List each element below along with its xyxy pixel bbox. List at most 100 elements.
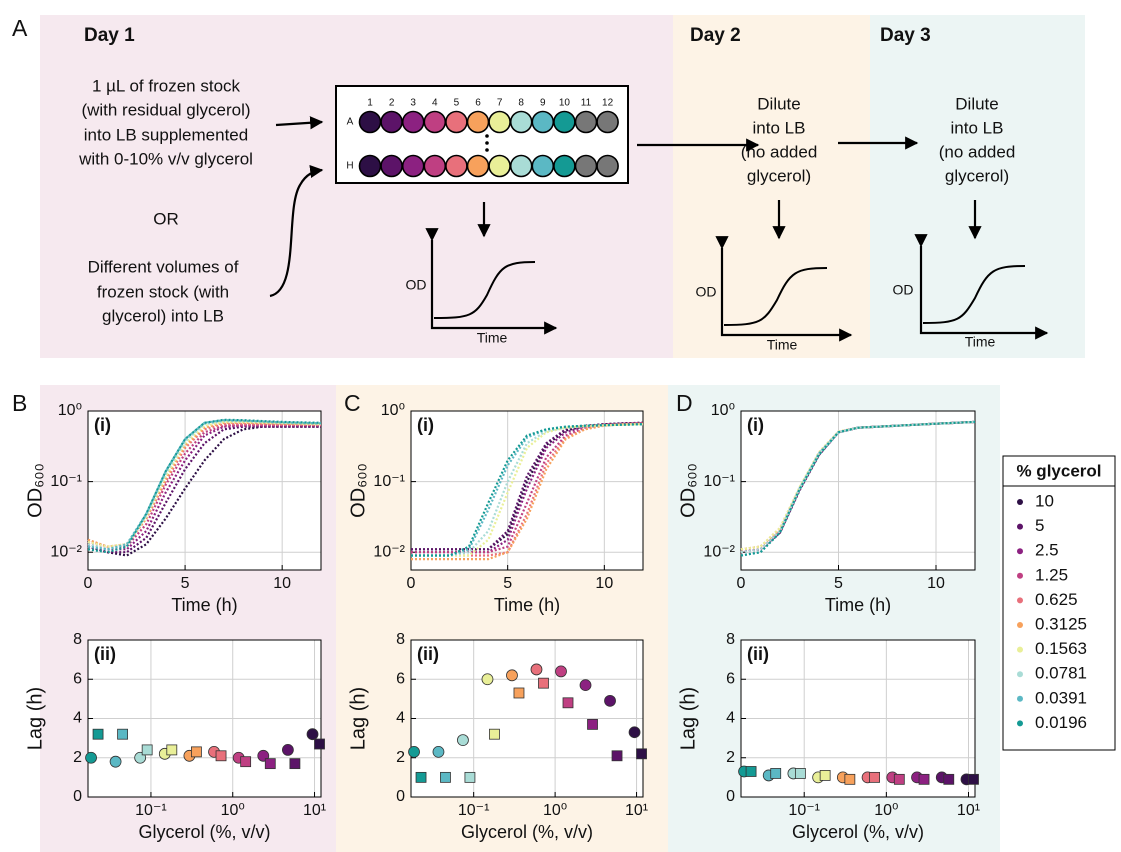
lag-circle — [408, 745, 420, 758]
ellipsis-dot — [485, 148, 489, 152]
mini-x-label: Time — [965, 334, 996, 350]
lag-square — [191, 746, 202, 758]
lag-circle — [481, 673, 494, 686]
x-axis-label: Time (h) — [171, 595, 237, 615]
well — [423, 154, 447, 178]
column-label: 12 — [602, 98, 614, 109]
y-tick-label: 4 — [396, 710, 405, 727]
chart: 0 5 10 10⁻² 10⁻¹ 10⁰ Time (h) OD₆₀₀ (i) — [677, 402, 976, 615]
column-label: 1 — [367, 98, 373, 109]
well — [553, 154, 576, 178]
lag-square — [770, 768, 782, 779]
lag-square — [636, 748, 647, 760]
well — [488, 154, 511, 178]
x-tick-label: 5 — [181, 575, 190, 592]
x-tick-label: 10 — [927, 575, 945, 592]
well — [574, 154, 598, 178]
y-tick-label: 10⁻¹ — [703, 473, 735, 490]
x-tick-label: 10⁻¹ — [788, 802, 820, 819]
lag-square — [464, 771, 476, 783]
chart: 10⁻¹ 10⁰ 10¹ 0 2 4 6 8 Glycerol (%, v/v) Lag (h) (… — [24, 631, 326, 842]
lag-square — [513, 687, 525, 699]
well — [553, 110, 576, 134]
plot-area — [741, 411, 975, 570]
panel-label: D — [676, 390, 693, 416]
legend-label: 1.25 — [1035, 565, 1068, 584]
growth-curve — [740, 420, 976, 554]
panel-tag: (i) — [94, 415, 111, 435]
x-tick-label: 10¹ — [957, 802, 980, 819]
lag-square — [819, 770, 831, 781]
text-line: frozen stock (with — [97, 282, 229, 301]
well — [509, 154, 533, 178]
well — [574, 110, 598, 134]
day2-text: Dilute into LB (no added glycerol) — [741, 94, 818, 185]
column-label: 3 — [410, 98, 416, 109]
legend-marker — [1017, 597, 1023, 604]
plot-frame — [740, 639, 976, 798]
legend-label: 0.0781 — [1035, 664, 1087, 683]
legend-marker — [1017, 499, 1023, 505]
well — [596, 110, 619, 134]
lag-circle — [604, 694, 616, 707]
well — [466, 110, 490, 134]
x-tick-label: 10⁰ — [543, 802, 567, 819]
growth-curve — [87, 420, 322, 548]
plot-frame — [87, 639, 322, 798]
lag-square — [611, 750, 623, 762]
lag-square — [314, 738, 325, 750]
day3-text: Dilute into LB (no added glycerol) — [939, 94, 1016, 185]
row-label: H — [346, 161, 353, 172]
lag-square — [141, 744, 153, 756]
well — [531, 110, 555, 134]
legend-marker — [1017, 548, 1023, 555]
text-line: glycerol) into LB — [102, 306, 224, 325]
arrow — [275, 116, 324, 130]
panel-label: A — [12, 15, 28, 41]
lag-circle — [109, 755, 122, 768]
y-axis-label: OD₆₀₀ — [24, 463, 46, 518]
lag-square — [166, 744, 178, 756]
lag-square — [587, 718, 598, 730]
x-tick-label: 10¹ — [303, 802, 326, 819]
chart: 0 5 10 10⁻² 10⁻¹ 10⁰ Time (h) OD₆₀₀ (i) — [347, 402, 644, 615]
day1-bg — [40, 15, 673, 358]
mini-plot: OD Time — [406, 228, 558, 346]
y-tick-label: 2 — [73, 749, 82, 766]
text-line: into LB — [753, 118, 806, 137]
plate: A H 1 2 3 4 5 6 7 8 9 10 11 12 — [335, 85, 629, 184]
lag-square — [240, 756, 252, 768]
x-axis-label: Glycerol (%, v/v) — [138, 822, 270, 842]
y-axis-label: Lag (h) — [677, 687, 699, 750]
y-tick-label: 8 — [396, 631, 405, 648]
y-tick-label: 10⁻¹ — [50, 473, 82, 490]
y-tick-label: 0 — [396, 788, 405, 805]
row-label: A — [347, 117, 354, 128]
plot-frame — [410, 410, 644, 571]
legend-label: 0.1563 — [1035, 639, 1087, 658]
legend-label: 5 — [1035, 516, 1044, 535]
mini-y-label: OD — [893, 282, 914, 298]
lag-square — [415, 771, 427, 783]
growth-curve — [87, 425, 321, 557]
growth-curve — [411, 421, 644, 551]
x-tick-label: 0 — [737, 575, 746, 592]
y-axis-label: OD₆₀₀ — [677, 463, 699, 518]
y-axis-label: Lag (h) — [24, 687, 46, 750]
lag-square — [92, 728, 104, 740]
day-title: Day 2 — [690, 25, 741, 46]
legend-label: 0.0391 — [1035, 688, 1087, 707]
mini-y-label: OD — [406, 277, 427, 293]
well — [531, 154, 555, 178]
growth-curve — [87, 418, 322, 554]
well — [358, 154, 382, 178]
mini-curve — [922, 265, 1026, 324]
text-line: into LB — [951, 118, 1004, 137]
y-tick-label: 8 — [726, 631, 735, 648]
lag-circle — [457, 734, 469, 746]
lag-square — [538, 677, 549, 689]
y-tick-label: 6 — [73, 670, 82, 687]
y-tick-label: 0 — [726, 788, 735, 805]
x-tick-label: 10⁻¹ — [135, 802, 167, 819]
y-tick-label: 6 — [396, 670, 405, 687]
